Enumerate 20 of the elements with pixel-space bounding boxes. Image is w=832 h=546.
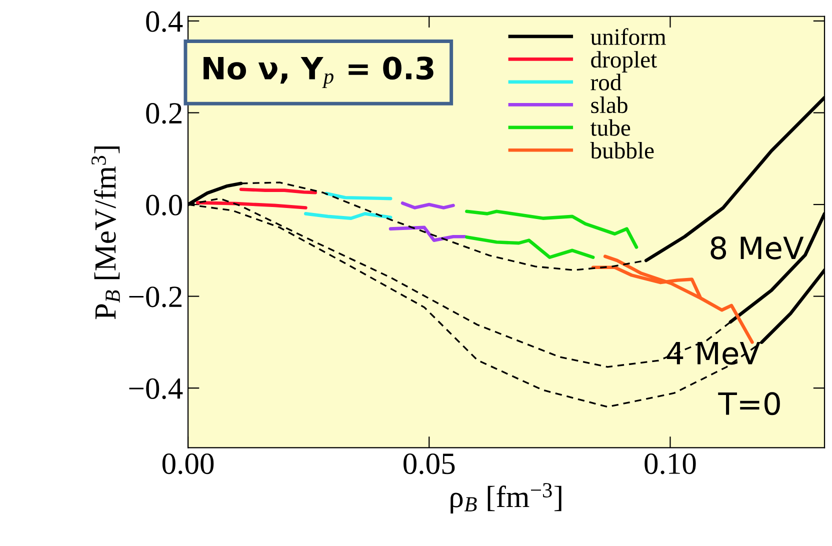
annotation: T=0	[718, 392, 780, 416]
y-axis-title: P$_{B}$ [MeV/fm$^{3}$]	[92, 146, 120, 320]
y-tick-label: 0.0	[146, 194, 182, 216]
legend-label: slab	[591, 96, 628, 114]
legend-label: uniform	[590, 28, 666, 45]
legend-label: bubble	[590, 142, 654, 159]
y-tick-label: 0.2	[146, 103, 182, 124]
annotation: 4 MeV	[666, 342, 760, 365]
x-tick-label: 0.00	[162, 453, 214, 474]
x-tick-label: 0.05	[404, 453, 455, 474]
annotation: 8 MeV	[710, 236, 804, 260]
y-tick-label: 0.4	[146, 11, 183, 32]
legend-label: rod	[590, 74, 622, 90]
y-tick-label: −0.2	[129, 286, 182, 308]
annotation: No ν, Y$_{p}$ = 0.3	[204, 56, 434, 88]
y-tick-label: −0.4	[129, 378, 183, 400]
legend-label: tube	[590, 119, 630, 136]
x-axis-title: ρ$_{B}$ [fm$^{−3}$]	[450, 483, 562, 514]
x-tick-label: 0.10	[644, 453, 696, 474]
legend-label: droplet	[591, 51, 657, 72]
